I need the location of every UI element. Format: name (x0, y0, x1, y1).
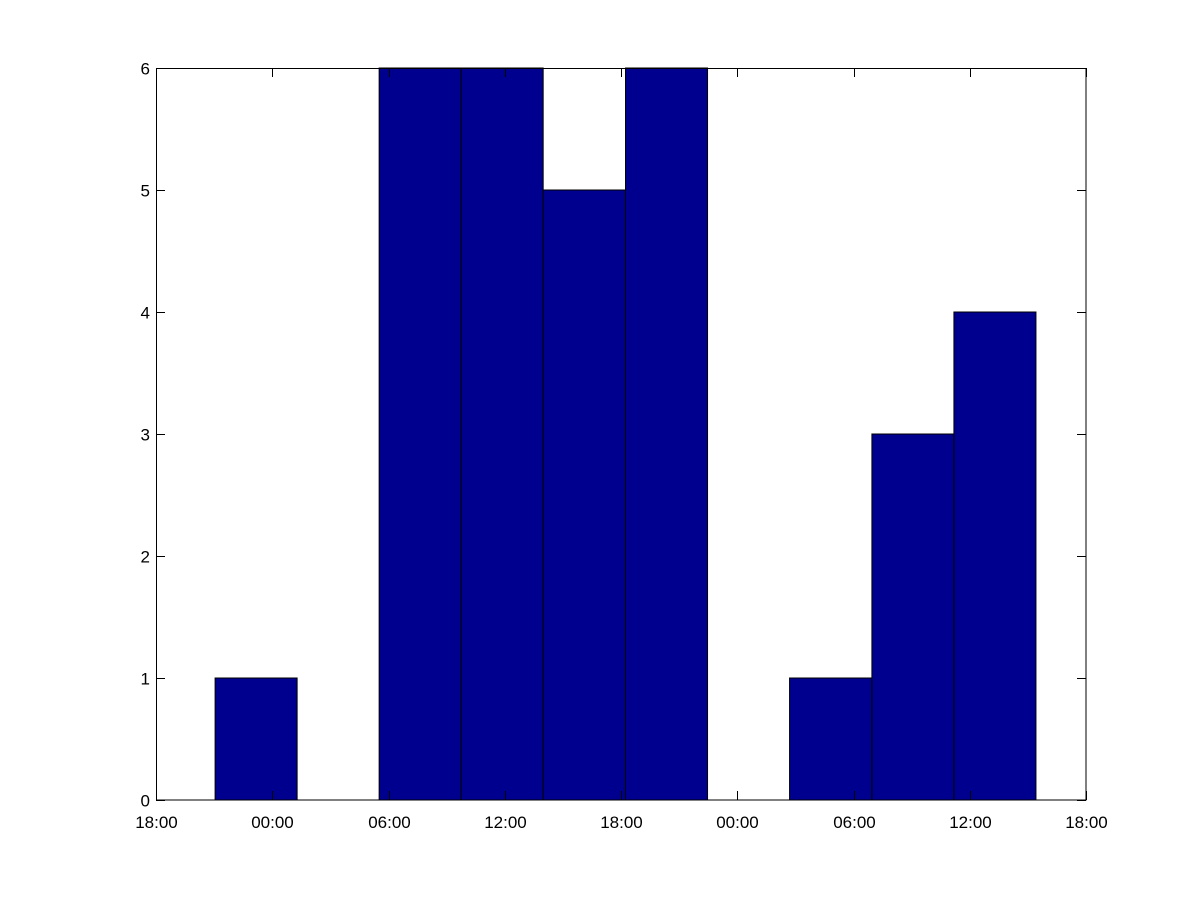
y-tick-label: 1 (141, 670, 150, 689)
histogram-bar (871, 433, 955, 801)
y-tick-label: 2 (141, 548, 150, 567)
x-tick-label: 06:00 (833, 813, 876, 832)
x-tick-label: 06:00 (368, 813, 411, 832)
x-tick-label: 18:00 (1065, 813, 1108, 832)
y-tick-label: 4 (141, 304, 150, 323)
x-tick-label: 12:00 (949, 813, 992, 832)
histogram-bar (378, 67, 462, 801)
x-tick-label: 00:00 (251, 813, 294, 832)
x-tick-label: 18:00 (600, 813, 643, 832)
y-tick-label: 0 (141, 792, 150, 811)
y-tick-label: 3 (141, 426, 150, 445)
histogram-bar (214, 677, 298, 801)
axes-box (156, 68, 1087, 801)
histogram-bar (460, 67, 544, 801)
histogram-bar (789, 677, 873, 801)
y-tick-label: 5 (141, 182, 150, 201)
x-tick-label: 00:00 (716, 813, 759, 832)
tick-labels: 18:00 00:00 06:00 12:00 18:00 00:00 06:00 12:00… (135, 60, 1108, 833)
histogram-bar (625, 67, 709, 801)
x-tick-label: 18:00 (135, 813, 178, 832)
x-tick-label: 12:00 (484, 813, 527, 832)
histogram-bar (542, 189, 627, 801)
histogram-bar (953, 311, 1037, 801)
y-tick-label: 6 (141, 60, 150, 79)
bars (214, 67, 1037, 801)
